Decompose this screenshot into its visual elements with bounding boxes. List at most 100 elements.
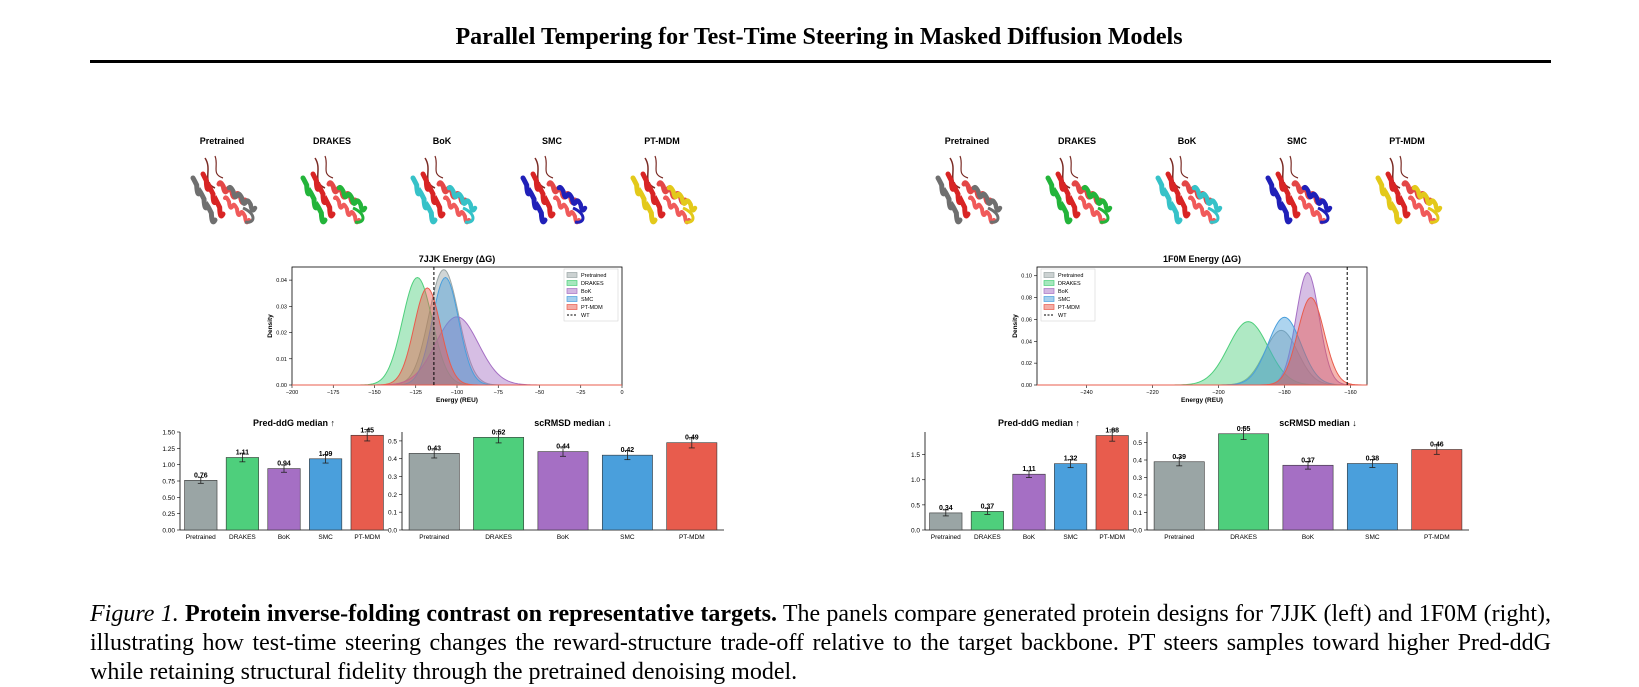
y-tick-label: 0.0 bbox=[388, 528, 397, 535]
bar-value-label: 0.76 bbox=[194, 472, 208, 479]
legend-swatch bbox=[1043, 280, 1055, 286]
bar-chart-title: Pred-ddG median ↑ bbox=[253, 418, 335, 428]
x-tick-label: Pretrained bbox=[186, 534, 216, 541]
helix-ribbon bbox=[1191, 184, 1223, 213]
x-tick-label: −150 bbox=[368, 390, 380, 396]
x-tick-label: BoK bbox=[1023, 534, 1036, 541]
bar-value-label: 0.44 bbox=[556, 444, 570, 451]
x-tick-label: PT-MDM bbox=[354, 534, 380, 541]
legend-label: DRAKES bbox=[581, 281, 604, 287]
protein-structure-graphic bbox=[410, 155, 478, 225]
helix-ribbon bbox=[446, 184, 478, 213]
x-tick-label: −75 bbox=[494, 390, 503, 396]
bar-pretrained bbox=[184, 480, 218, 531]
helix-ribbon bbox=[410, 175, 438, 225]
helix-ribbon bbox=[1078, 195, 1106, 225]
bar-value-label: 1.88 bbox=[1105, 428, 1119, 435]
bar-drakes bbox=[1218, 433, 1270, 531]
helix-ribbon bbox=[336, 184, 368, 213]
helix-ribbon bbox=[1045, 175, 1073, 225]
y-tick-label: 1.50 bbox=[162, 430, 175, 437]
bar-bok bbox=[1282, 464, 1334, 531]
legend-label: SMC bbox=[1058, 297, 1070, 303]
charts-svg: 1F0M Energy (ΔG)−240 −220 −200 −180 −1600.00… bbox=[911, 254, 1469, 541]
legend-swatch bbox=[566, 296, 578, 302]
protein-structure-graphic bbox=[630, 155, 698, 225]
loop-strand bbox=[682, 206, 695, 224]
helix-ribbon bbox=[945, 171, 971, 219]
loop-strand bbox=[1289, 155, 1299, 179]
y-tick-label: 0.1 bbox=[1133, 510, 1142, 517]
bar-chart: Pred-ddG median ↑ 0.00 0.25 0.50 0.75 1.00 1.2… bbox=[162, 418, 388, 541]
bar-smc bbox=[601, 454, 653, 531]
bar-value-label: 0.38 bbox=[1366, 456, 1380, 463]
protein-structure-graphic bbox=[190, 155, 258, 225]
helix-ribbon bbox=[1081, 184, 1113, 213]
y-tick-label: 1.0 bbox=[911, 477, 920, 484]
bar-value-label: 1.11 bbox=[236, 449, 249, 456]
protein-structure-pretrained bbox=[190, 155, 258, 225]
protein-structure-pt-mdm bbox=[1375, 155, 1443, 225]
legend-label: DRAKES bbox=[1058, 281, 1081, 287]
helix-ribbon bbox=[333, 195, 361, 225]
y-tick-label: 0.25 bbox=[162, 511, 175, 518]
helix-ribbon bbox=[310, 171, 336, 219]
protein-structure-graphic bbox=[935, 155, 1003, 225]
x-axis-label: Energy (REU) bbox=[1181, 397, 1223, 404]
loop-strand bbox=[1427, 206, 1440, 224]
bar-smc bbox=[1346, 463, 1398, 531]
helix-ribbon bbox=[1408, 195, 1436, 225]
helix-ribbon bbox=[1165, 171, 1191, 219]
loop-strand bbox=[534, 157, 546, 189]
protein-structure-graphic bbox=[1155, 155, 1223, 225]
bar-smc bbox=[1054, 463, 1088, 531]
y-tick-label: 0.1 bbox=[388, 510, 397, 517]
helix-ribbon bbox=[1055, 171, 1081, 219]
y-tick-label: 1.5 bbox=[911, 452, 920, 459]
bar-value-label: 0.37 bbox=[1301, 457, 1315, 464]
bar-value-label: 0.42 bbox=[621, 447, 635, 454]
x-tick-label: −100 bbox=[451, 390, 463, 396]
x-tick-label: Pretrained bbox=[1164, 534, 1194, 541]
y-tick-label: 0.4 bbox=[388, 456, 397, 463]
helix-ribbon bbox=[553, 195, 581, 225]
x-tick-label: −50 bbox=[535, 390, 544, 396]
bar-value-label: 1.45 bbox=[360, 427, 374, 434]
y-tick-label: 0.3 bbox=[1133, 475, 1142, 482]
x-tick-label: −25 bbox=[576, 390, 585, 396]
x-tick-label: SMC bbox=[318, 534, 333, 541]
protein-structure-drakes bbox=[300, 155, 368, 225]
loop-strand bbox=[949, 157, 961, 189]
helix-ribbon bbox=[968, 195, 996, 225]
helix-ribbon bbox=[1188, 195, 1216, 225]
legend-label: PT-MDM bbox=[1058, 305, 1080, 311]
x-tick-label: SMC bbox=[620, 534, 635, 541]
loop-strand bbox=[434, 155, 444, 179]
helix-ribbon bbox=[640, 171, 666, 219]
structure-label-smc: SMC bbox=[1287, 136, 1307, 146]
x-tick-label: −240 bbox=[1080, 390, 1092, 396]
loop-strand bbox=[572, 206, 585, 224]
loop-strand bbox=[1059, 157, 1071, 189]
legend-swatch bbox=[1043, 304, 1055, 310]
y-tick-label: 0.04 bbox=[276, 278, 287, 284]
bar-drakes bbox=[225, 457, 259, 531]
protein-structure-pretrained bbox=[935, 155, 1003, 225]
bar-chart-title: scRMSD median ↓ bbox=[1279, 418, 1357, 428]
y-tick-label: 0.00 bbox=[276, 383, 287, 389]
bar-drakes bbox=[473, 437, 525, 531]
structure-label-bok: BoK bbox=[432, 136, 452, 146]
loop-strand bbox=[324, 155, 334, 179]
helix-ribbon bbox=[1298, 195, 1326, 225]
x-tick-label: −160 bbox=[1344, 390, 1356, 396]
y-tick-label: 0.75 bbox=[162, 479, 175, 486]
loop-strand bbox=[1389, 157, 1401, 189]
legend-label: WT bbox=[1058, 313, 1067, 319]
helix-ribbon bbox=[530, 171, 556, 219]
bar-value-label: 0.52 bbox=[492, 429, 506, 436]
y-tick-label: 0.06 bbox=[1021, 317, 1032, 323]
protein-structure-bok bbox=[1155, 155, 1223, 225]
bar-bok bbox=[267, 468, 301, 531]
x-tick-label: −175 bbox=[327, 390, 339, 396]
legend-label: WT bbox=[581, 313, 590, 319]
